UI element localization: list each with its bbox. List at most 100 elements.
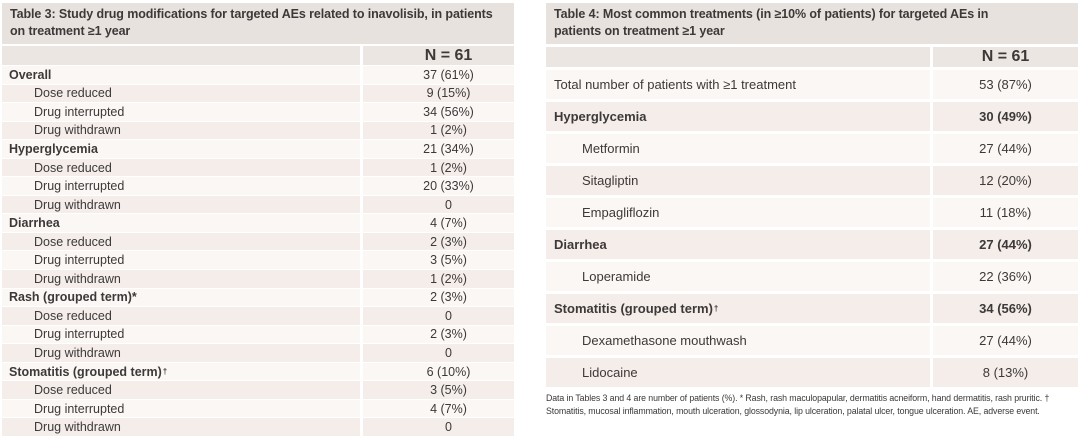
row-label: Diarrhea — [546, 230, 933, 259]
row-value: 1 (2%) — [363, 121, 514, 140]
table-row: Dose reduced 9 (15%) — [2, 83, 514, 103]
row-label-text: Drug interrupted — [34, 253, 125, 268]
row-label-text: Stomatitis (grouped term) — [554, 301, 713, 316]
table3-header-label-cell — [2, 46, 363, 65]
table-row: Hyperglycemia 30 (49%) — [546, 102, 1078, 131]
row-label: Dose reduced — [2, 307, 363, 325]
row-label-text: Sitagliptin — [582, 173, 639, 188]
row-label: Diarrhea — [2, 214, 363, 232]
table-row: Drug withdrawn 0 — [2, 417, 514, 436]
row-label: Drug interrupted — [2, 177, 363, 195]
table4-panel: Table 4: Most common treatments (in ≥10%… — [546, 3, 1078, 418]
row-value: 4 (7%) — [363, 214, 514, 232]
row-value: 0 — [363, 344, 514, 362]
row-label: Stomatitis (grouped term) † — [2, 362, 363, 381]
row-label: Drug interrupted — [2, 103, 363, 121]
row-value: 22 (36%) — [933, 262, 1078, 291]
row-label-text: Dose reduced — [34, 383, 112, 398]
table-row: Loperamide 22 (36%) — [546, 262, 1078, 291]
row-label: Dexamethasone mouthwash — [546, 326, 933, 355]
row-label-text: Hyperglycemia — [554, 109, 647, 124]
row-label: Drug withdrawn — [2, 121, 363, 140]
row-value: 53 (87%) — [933, 70, 1078, 99]
table-row: Hyperglycemia 21 (34%) — [2, 139, 514, 158]
table-row: Sitagliptin 12 (20%) — [546, 166, 1078, 195]
table-row: Drug withdrawn 0 — [2, 343, 514, 362]
row-value: 34 (56%) — [933, 294, 1078, 323]
row-value: 37 (61%) — [363, 66, 514, 84]
row-value: 27 (44%) — [933, 230, 1078, 259]
row-label-text: Total number of patients with ≥1 treatme… — [554, 77, 796, 92]
row-value: 2 (3%) — [363, 325, 514, 344]
row-label: Metformin — [546, 134, 933, 163]
row-label-text: Dose reduced — [34, 160, 112, 175]
row-label: Dose reduced — [2, 84, 363, 103]
row-value: 4 (7%) — [363, 399, 514, 418]
table-row: Empagliflozin 11 (18%) — [546, 198, 1078, 227]
table-row: Overall 37 (61%) — [2, 65, 514, 84]
row-label: Drug withdrawn — [2, 418, 363, 436]
table4-header-label-cell — [546, 47, 933, 67]
row-label-text: Dose reduced — [34, 234, 112, 249]
row-value: 30 (49%) — [933, 102, 1078, 131]
table-row: Drug interrupted 4 (7%) — [2, 398, 514, 418]
row-label-text: Hyperglycemia — [9, 141, 98, 156]
table-row: Drug withdrawn 0 — [2, 194, 514, 214]
table-row: Lidocaine 8 (13%) — [546, 358, 1078, 387]
table-row: Dexamethasone mouthwash 27 (44%) — [546, 326, 1078, 355]
table-row: Drug interrupted 3 (5%) — [2, 250, 514, 270]
row-value: 27 (44%) — [933, 326, 1078, 355]
table-row: Dose reduced 1 (2%) — [2, 157, 514, 177]
table4-title: Table 4: Most common treatments (in ≥10%… — [546, 3, 1078, 44]
tables-footnote: Data in Tables 3 and 4 are number of pat… — [546, 393, 1050, 416]
row-label-text: Dexamethasone mouthwash — [582, 333, 747, 348]
row-value: 12 (20%) — [933, 166, 1078, 195]
row-label: Drug withdrawn — [2, 195, 363, 214]
table-row: Drug withdrawn 1 (2%) — [2, 120, 514, 140]
row-value: 27 (44%) — [933, 134, 1078, 163]
table-row: Diarrhea 4 (7%) — [2, 213, 514, 232]
row-label-text: Drug withdrawn — [34, 420, 121, 435]
table4-column-header: N = 61 — [933, 47, 1078, 67]
table3-title: Table 3: Study drug modifications for ta… — [2, 3, 514, 44]
table4-header-row: N = 61 — [546, 47, 1078, 67]
row-label: Overall — [2, 66, 363, 84]
row-value: 0 — [363, 195, 514, 214]
row-value: 3 (5%) — [363, 251, 514, 270]
row-label-text: Drug withdrawn — [34, 123, 121, 138]
table-row: Stomatitis (grouped term) † 6 (10%) — [2, 361, 514, 381]
row-label-text: Dose reduced — [34, 308, 112, 323]
table-row: Metformin 27 (44%) — [546, 134, 1078, 163]
table4-body: Total number of patients with ≥1 treatme… — [546, 70, 1078, 387]
row-label: Drug interrupted — [2, 251, 363, 270]
row-label: Rash (grouped term)* — [2, 288, 363, 307]
row-value: 3 (5%) — [363, 381, 514, 399]
row-label-text: Metformin — [582, 141, 640, 156]
row-label-text: Drug interrupted — [34, 179, 125, 194]
row-value: 2 (3%) — [363, 288, 514, 307]
row-label-text: Lidocaine — [582, 365, 638, 380]
row-label-text: Drug interrupted — [34, 104, 125, 119]
row-label-text: Rash (grouped term)* — [9, 290, 137, 305]
row-label: Drug interrupted — [2, 399, 363, 418]
row-label-text: Drug interrupted — [34, 327, 125, 342]
row-value: 2 (3%) — [363, 232, 514, 251]
row-value: 11 (18%) — [933, 198, 1078, 227]
row-label-text: Drug withdrawn — [34, 197, 121, 212]
row-value: 9 (15%) — [363, 84, 514, 103]
row-label: Hyperglycemia — [2, 140, 363, 158]
row-label: Loperamide — [546, 262, 933, 291]
row-label-text: Diarrhea — [554, 237, 607, 252]
table-row: Stomatitis (grouped term) † 34 (56%) — [546, 294, 1078, 323]
table3-body: Overall 37 (61%) Dose reduced 9 (15%) Drug i… — [2, 65, 514, 436]
table3-column-header: N = 61 — [363, 46, 514, 65]
row-label-text: Overall — [9, 67, 52, 82]
row-value: 34 (56%) — [363, 103, 514, 121]
table-row: Drug interrupted 20 (33%) — [2, 176, 514, 195]
table3-panel: Table 3: Study drug modifications for ta… — [2, 3, 514, 436]
row-label-text: Drug interrupted — [34, 401, 125, 416]
row-label: Empagliflozin — [546, 198, 933, 227]
row-value: 20 (33%) — [363, 177, 514, 195]
row-label-text: Drug withdrawn — [34, 271, 121, 286]
